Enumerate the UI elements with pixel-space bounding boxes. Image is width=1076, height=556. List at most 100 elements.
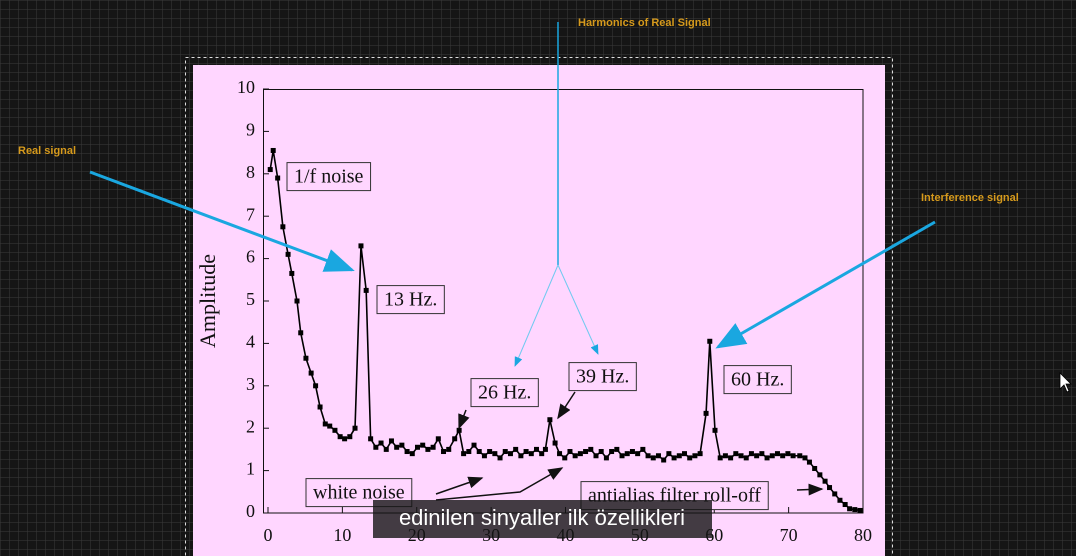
data-point xyxy=(414,444,420,450)
data-point xyxy=(539,451,545,457)
plot-area: 01234567891001020304050607080 xyxy=(237,77,872,545)
mouse-cursor xyxy=(1059,372,1072,393)
x-tick-label: 70 xyxy=(780,525,798,545)
data-point xyxy=(497,455,503,461)
data-point xyxy=(822,478,828,484)
data-point xyxy=(687,455,693,461)
data-point xyxy=(552,440,558,446)
data-point xyxy=(743,455,749,461)
data-point xyxy=(507,451,513,457)
annotation-box xyxy=(568,362,637,392)
data-point xyxy=(754,453,760,459)
data-point xyxy=(471,442,477,448)
annotation-box xyxy=(723,365,792,395)
data-point xyxy=(812,465,818,471)
annotation: 39 Hz. xyxy=(576,366,629,388)
y-tick-label: 10 xyxy=(237,77,255,97)
data-point xyxy=(806,459,812,465)
y-tick-label: 9 xyxy=(246,120,255,140)
data-point xyxy=(692,453,698,459)
data-point xyxy=(513,446,519,452)
data-point xyxy=(404,449,410,455)
arrow xyxy=(557,391,576,420)
data-point xyxy=(640,446,646,452)
data-point xyxy=(614,446,620,452)
data-point xyxy=(523,449,529,455)
x-tick-label: 0 xyxy=(264,525,273,545)
data-point xyxy=(738,453,744,459)
data-point xyxy=(557,451,563,457)
data-point xyxy=(842,502,848,508)
data-point xyxy=(769,453,775,459)
data-point xyxy=(547,417,553,423)
data-point xyxy=(502,449,508,455)
data-point xyxy=(446,446,452,452)
y-tick-label: 4 xyxy=(246,332,255,352)
data-point xyxy=(327,423,333,429)
callout: Real signal xyxy=(18,145,76,157)
data-point xyxy=(603,455,609,461)
data-point xyxy=(712,427,718,433)
arrow xyxy=(715,220,936,349)
data-point xyxy=(722,453,728,459)
data-point xyxy=(452,436,458,442)
annotation-box xyxy=(376,285,445,315)
data-point xyxy=(347,434,353,440)
data-point xyxy=(629,449,635,455)
annotation: white noise xyxy=(313,482,405,504)
y-tick-label: 0 xyxy=(246,501,255,521)
annotations: 1/f noise 13 Hz. 26 Hz. 39 Hz. 60 Hz. wh… xyxy=(286,162,792,511)
data-point xyxy=(857,507,863,513)
data-point xyxy=(368,436,374,442)
data-point xyxy=(435,436,441,442)
annotation-box xyxy=(286,162,372,192)
y-tick-label: 5 xyxy=(246,289,255,309)
data-point xyxy=(619,453,625,459)
data-point xyxy=(832,491,838,497)
data-point xyxy=(748,451,754,457)
data-point xyxy=(837,497,843,503)
arrow xyxy=(435,476,484,495)
data-point xyxy=(655,453,661,459)
data-point xyxy=(542,446,548,452)
data-point xyxy=(358,243,364,249)
arrow xyxy=(514,264,559,367)
data-point xyxy=(476,449,482,455)
annotation-box xyxy=(470,378,539,408)
data-point xyxy=(378,440,384,446)
data-point xyxy=(363,287,369,293)
data-point xyxy=(728,455,734,461)
data-point xyxy=(275,175,281,181)
data-point xyxy=(588,446,594,452)
data-point xyxy=(303,355,309,361)
y-tick-label: 1 xyxy=(246,459,255,479)
data-point xyxy=(780,453,786,459)
data-point xyxy=(270,147,276,153)
data-point xyxy=(528,451,534,457)
data-point xyxy=(583,449,589,455)
data-point xyxy=(298,330,304,336)
data-point xyxy=(624,451,630,457)
data-point xyxy=(682,451,687,457)
data-point xyxy=(308,370,314,376)
data-point xyxy=(441,449,447,455)
data-point xyxy=(802,455,808,461)
y-axis-label: Amplitude xyxy=(195,254,220,348)
annotation: 26 Hz. xyxy=(478,382,531,404)
data-point xyxy=(383,446,389,452)
data-point xyxy=(609,449,615,455)
data-point xyxy=(342,436,348,442)
data-point xyxy=(733,451,739,457)
data-point xyxy=(774,451,780,457)
data-point xyxy=(492,451,498,457)
data-point xyxy=(317,404,323,410)
data-point xyxy=(703,410,709,416)
data-point xyxy=(717,455,723,461)
data-point xyxy=(409,451,415,457)
data-point xyxy=(394,444,400,450)
data-point xyxy=(666,451,672,457)
arrow xyxy=(557,264,599,355)
callout-arrows xyxy=(89,22,936,367)
data-point xyxy=(635,451,641,457)
data-point xyxy=(645,453,651,459)
